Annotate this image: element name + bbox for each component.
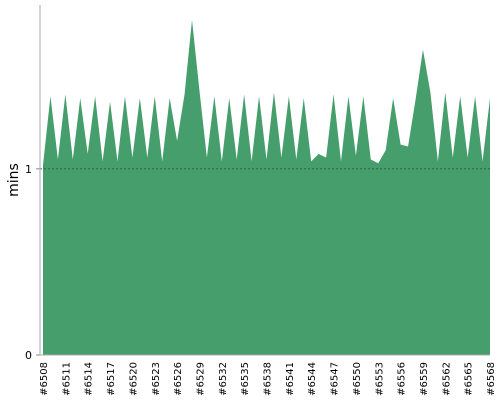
- x-tick-label: #6508: [39, 362, 50, 396]
- x-tick-label: #6526: [173, 362, 184, 396]
- x-tick-label: #6550: [352, 362, 363, 396]
- x-tick-label: #6556: [397, 362, 408, 396]
- x-tick-label: #6568: [486, 362, 497, 396]
- x-tick-label: #6553: [374, 362, 385, 396]
- x-tick-label: #6523: [151, 362, 162, 396]
- x-tick-label: #6520: [128, 362, 139, 396]
- x-tick-label: #6535: [240, 362, 251, 396]
- x-tick-label: #6514: [84, 362, 95, 396]
- y-tick-label: 1: [25, 163, 32, 176]
- x-tick-label: #6562: [441, 362, 452, 396]
- x-tick-label: #6559: [419, 362, 430, 396]
- y-axis-label: mins: [6, 163, 22, 197]
- x-tick-label: #6547: [330, 362, 341, 396]
- x-tick-label: #6544: [307, 362, 318, 396]
- y-tick-label: 0: [25, 349, 32, 362]
- x-tick-label: #6538: [263, 362, 274, 396]
- x-tick-label: #6517: [106, 362, 117, 396]
- x-tick-label: #6541: [285, 362, 296, 396]
- area: [43, 19, 490, 356]
- x-tick-label: #6532: [218, 362, 229, 396]
- x-tick-label: #6511: [61, 362, 72, 396]
- x-tick-label: #6529: [195, 362, 206, 396]
- x-tick-label: #6565: [464, 362, 475, 396]
